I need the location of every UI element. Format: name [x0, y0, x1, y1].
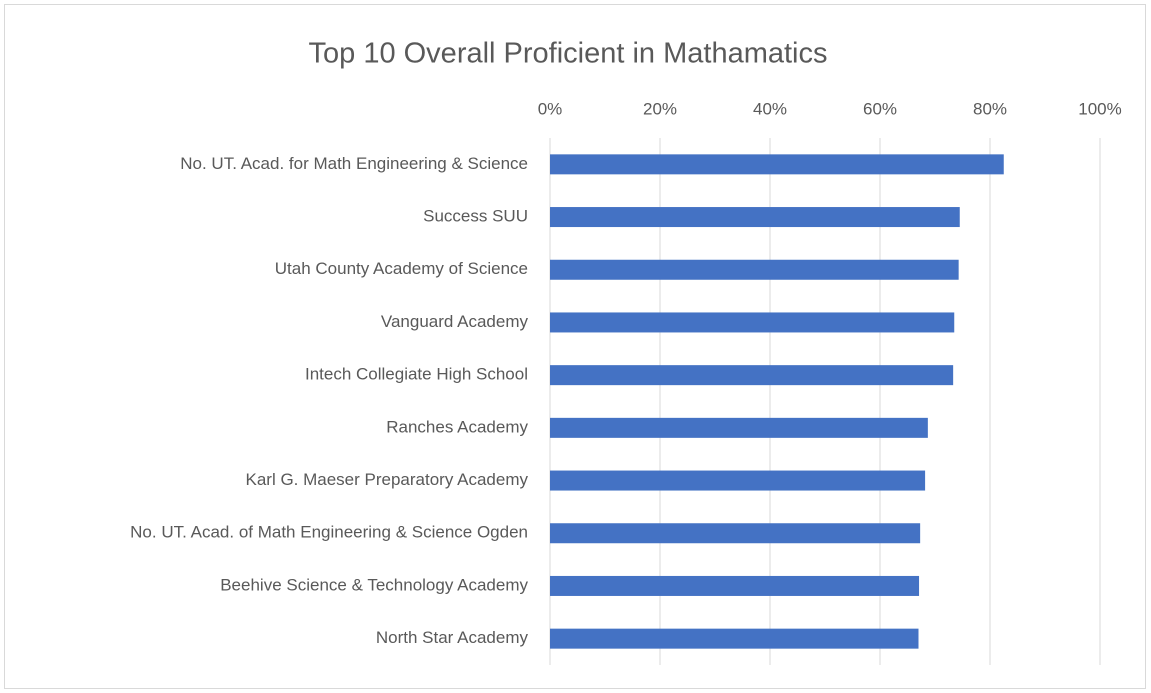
bar [550, 575, 920, 596]
x-tick-label: 20% [643, 99, 677, 118]
y-tick-label: Karl G. Maeser Preparatory Academy [245, 470, 528, 489]
y-tick-label: Utah County Academy of Science [275, 259, 528, 278]
x-tick-label: 80% [973, 99, 1007, 118]
x-tick-label: 100% [1078, 99, 1121, 118]
bar [550, 312, 955, 333]
y-tick-label: Ranches Academy [386, 417, 528, 436]
y-tick-label: Success SUU [423, 207, 528, 226]
bar [550, 154, 1004, 175]
y-tick-label: Beehive Science & Technology Academy [220, 575, 528, 594]
y-tick-label: North Star Academy [376, 628, 529, 647]
x-tick-label: 60% [863, 99, 897, 118]
bar [550, 207, 960, 228]
y-tick-label: Vanguard Academy [381, 312, 529, 331]
bar [550, 470, 926, 491]
y-tick-label: No. UT. Acad. of Math Engineering & Scie… [130, 523, 528, 542]
bar [550, 365, 954, 386]
chart-title: Top 10 Overall Proficient in Mathamatics [309, 38, 828, 70]
bar [550, 417, 928, 438]
y-tick-label: Intech Collegiate High School [305, 365, 528, 384]
y-tick-label: No. UT. Acad. for Math Engineering & Sci… [180, 154, 528, 173]
chart-border [4, 4, 1146, 689]
x-tick-label: 40% [753, 99, 787, 118]
x-tick-label: 0% [538, 99, 563, 118]
bar [550, 523, 921, 544]
bar [550, 259, 959, 280]
bar [550, 628, 919, 649]
